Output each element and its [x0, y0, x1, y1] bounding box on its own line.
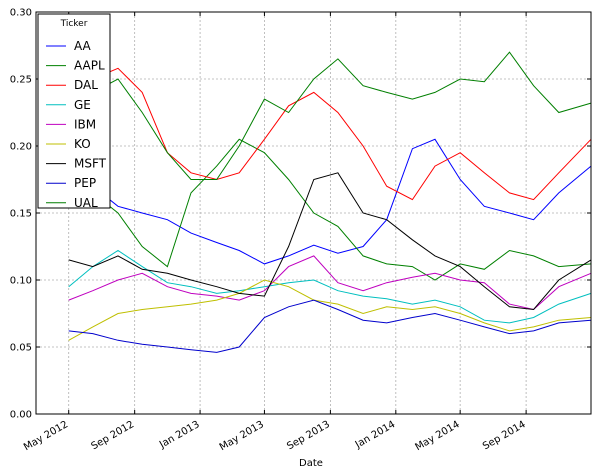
x-tick-label: May 2012	[22, 419, 70, 453]
y-tick-label: 0.00	[10, 410, 32, 421]
legend-label: UAL	[74, 196, 98, 210]
x-tick-label: Sep 2013	[285, 419, 332, 452]
series-line-ual	[68, 51, 592, 194]
legend-label: DAL	[74, 78, 98, 92]
series-line-dal	[68, 67, 592, 201]
series-line-aapl	[68, 138, 592, 281]
legend: Ticker AA AAPL DAL GE IBM KO MSFT PEP UAL	[37, 13, 111, 210]
series-line-ge	[68, 249, 592, 324]
legend-title: Ticker	[60, 19, 88, 29]
x-tick-label: Sep 2014	[481, 419, 528, 452]
y-axis: 0.00 0.05 0.10 0.15 0.20 0.25 0.30	[10, 8, 591, 421]
legend-label: IBM	[74, 117, 96, 131]
x-tick-label: May 2014	[413, 419, 461, 453]
y-tick-label: 0.15	[10, 209, 32, 220]
y-tick-label: 0.10	[10, 276, 32, 287]
x-tick-label: Jan 2013	[157, 419, 202, 451]
legend-label: PEP	[74, 176, 96, 190]
x-axis-label: Date	[299, 458, 323, 469]
legend-label: GE	[74, 98, 91, 112]
x-tick-label: Sep 2012	[90, 419, 137, 452]
series-line-aa	[68, 138, 592, 265]
series-lines	[68, 51, 592, 353]
series-line-ko	[68, 279, 592, 341]
legend-label: KO	[74, 137, 91, 151]
series-line-ibm	[68, 255, 592, 311]
legend-label: AA	[74, 39, 92, 53]
y-tick-label: 0.05	[10, 343, 32, 354]
y-tick-label: 0.20	[10, 142, 32, 153]
series-line-pep	[68, 299, 592, 353]
x-tick-label: May 2013	[218, 419, 266, 453]
series-line-msft	[68, 172, 592, 311]
y-tick-label: 0.25	[10, 75, 32, 86]
legend-label: AAPL	[74, 59, 105, 73]
legend-label: MSFT	[74, 157, 107, 171]
y-tick-label: 0.30	[10, 8, 32, 19]
x-tick-label: Jan 2014	[353, 419, 398, 451]
